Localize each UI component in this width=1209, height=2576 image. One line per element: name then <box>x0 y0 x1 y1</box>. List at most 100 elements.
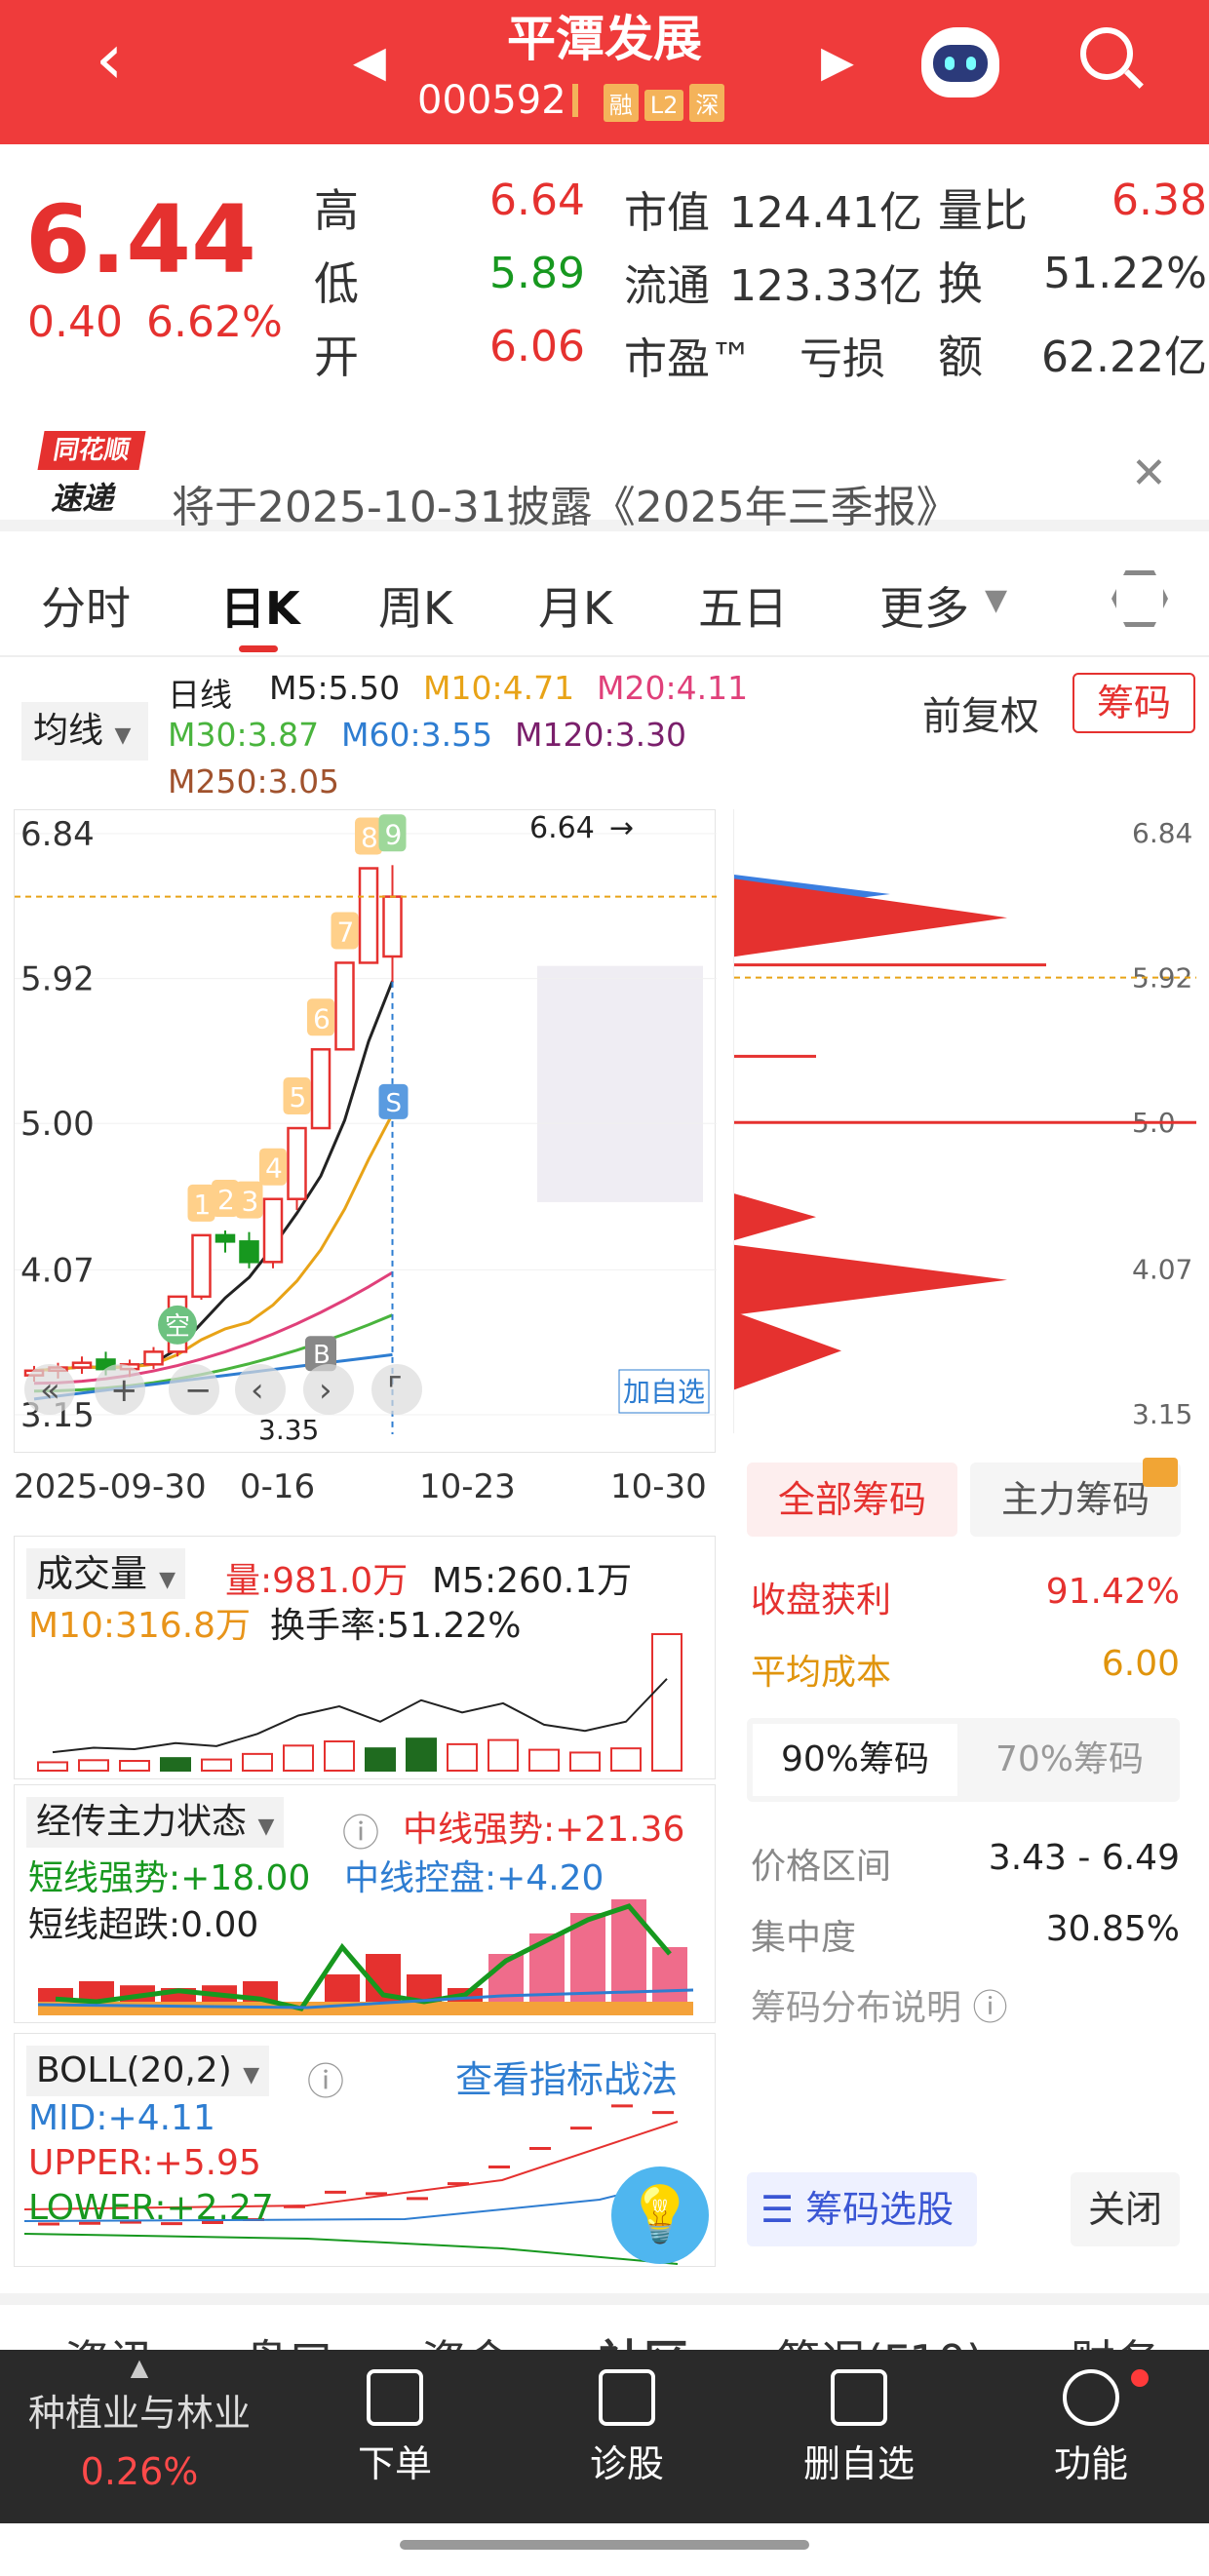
close-notice-icon[interactable]: ✕ <box>1131 449 1167 498</box>
boll-strategy-link[interactable]: 查看指标战法 <box>455 2058 679 2101</box>
stock-title: 平潭发展 <box>507 11 702 67</box>
y-label-3: 4.07 <box>20 1251 95 1290</box>
chips-y-label-1: 5.92 <box>1132 962 1192 995</box>
turnover-label: 换 <box>938 257 983 310</box>
remove-watchlist-button[interactable]: 删自选 <box>786 2369 932 2487</box>
adjust-mode[interactable]: 前复权 <box>922 694 1039 739</box>
concentration-value: 30.85% <box>1045 1909 1180 1949</box>
jc-select[interactable]: 经传主力状态 ▼ <box>26 1797 285 1848</box>
lightbulb-icon[interactable]: 💡 <box>611 2166 709 2264</box>
mcap-label: 市值 <box>624 188 710 238</box>
profit-row: 收盘获利 91.42% <box>751 1572 1180 1622</box>
volume-bar <box>78 1759 109 1772</box>
tab-monthly-k[interactable]: 月K <box>538 582 613 635</box>
chips-tab-main[interactable]: 主力筹码 <box>970 1463 1181 1537</box>
tab-daily-k[interactable]: 日K <box>220 582 300 635</box>
chart-control-bg <box>95 1364 145 1415</box>
diagnose-button[interactable]: 诊股 <box>554 2369 700 2487</box>
info-tab-f10[interactable]: 简况(F10) <box>776 2326 984 2352</box>
boll-svg <box>23 2104 679 2265</box>
open-value: 6.06 <box>489 322 585 371</box>
chips-70-tab[interactable]: 70%筹码 <box>994 1739 1145 1779</box>
home-indicator[interactable] <box>400 2540 809 2550</box>
jc-short-strong: 短线强势:+18.00 <box>28 1858 311 1898</box>
chips-pick-button[interactable]: ☰ 筹码选股 <box>747 2172 977 2246</box>
price-range-label: 价格区间 <box>751 1847 892 1887</box>
ma-select-label: 均线 <box>33 711 104 751</box>
info-tab-orderbook[interactable]: 盘口 <box>244 2326 333 2352</box>
candle-body <box>358 867 379 964</box>
chips-peak-red <box>734 1193 816 1241</box>
back-icon[interactable]: ‹ <box>95 18 124 99</box>
bottom-bar <box>0 2350 1209 2523</box>
volume-bar <box>651 1633 682 1772</box>
ma-m10: M10:4.71 <box>423 669 575 707</box>
search-icon[interactable] <box>1080 27 1145 92</box>
zoom-in-icon: + <box>110 1371 138 1410</box>
notice-bar[interactable]: 同花顺 速递 将于2025-10-31披露《2025年三季报》 ✕ <box>0 410 1209 532</box>
boll-help-icon[interactable]: ⓘ <box>307 2060 345 2103</box>
order-icon <box>367 2369 423 2426</box>
chips-toggle-button[interactable]: 筹码 <box>1072 673 1195 733</box>
ma-select[interactable]: 均线 ▼ <box>21 702 148 761</box>
chips-90-tab[interactable]: 90%筹码 <box>753 1724 957 1796</box>
low-label: 低 <box>314 257 359 310</box>
tab-intraday[interactable]: 分时 <box>41 582 131 635</box>
volume-bar <box>528 1748 560 1773</box>
next-stock-icon[interactable]: ▶ <box>821 37 854 87</box>
jc-help-icon[interactable]: ⓘ <box>342 1812 380 1854</box>
x-label-3: 10-30 <box>610 1467 707 1506</box>
info-tab-funds[interactable]: 资金 <box>421 2326 511 2352</box>
jc-select-arrow-icon: ▼ <box>257 1815 275 1839</box>
boll-mid: MID:+4.11 <box>28 2098 215 2138</box>
signal-short-label: 空 <box>165 1312 190 1342</box>
y-label-0: 6.84 <box>20 815 95 854</box>
order-button[interactable]: 下单 <box>322 2369 468 2487</box>
jc-mid-strong: 中线强势:+21.36 <box>403 1810 685 1850</box>
signal-buy-label: B <box>313 1341 331 1370</box>
prev-stock-icon[interactable]: ◀ <box>353 37 386 87</box>
sector-name: 种植业与林业 <box>27 2392 251 2435</box>
info-tab-community[interactable]: 社区 <box>599 2326 688 2352</box>
nine-count-label-3: 3 <box>242 1186 259 1218</box>
amount-label: 额 <box>938 331 983 383</box>
ths-logo: 同花顺 速递 <box>37 431 146 517</box>
add-watch-box <box>618 1369 710 1414</box>
volume-select-label: 成交量 <box>36 1552 148 1595</box>
tab-more[interactable]: 更多 <box>879 582 969 635</box>
functions-button[interactable]: 功能 <box>1018 2369 1164 2487</box>
nine-count-badge <box>212 1180 239 1218</box>
functions-badge-dot <box>1131 2369 1149 2387</box>
ma-line-label: 日线 <box>168 676 232 714</box>
jc-mid-control: 中线控盘:+4.20 <box>344 1858 604 1898</box>
info-tab-news[interactable]: 资讯 <box>64 2326 154 2352</box>
tag-market: 深 <box>689 84 725 122</box>
chips-tab-all[interactable]: 全部筹码 <box>747 1463 957 1537</box>
tab-weekly-k[interactable]: 周K <box>378 582 453 635</box>
low-value: 5.89 <box>489 249 585 298</box>
info-tab-finance[interactable]: 财务 <box>1071 2326 1160 2352</box>
kline-chart[interactable]: 6.84 5.92 5.00 4.07 3.15 1 2 3 4 5 6 7 8 9 6.64 → 3.35 S B… <box>14 809 717 1453</box>
ma-m120: M120:3.30 <box>515 716 687 754</box>
chart-settings-icon[interactable] <box>1112 570 1168 627</box>
nine-count-label-6: 6 <box>313 1002 331 1034</box>
tab-five-day[interactable]: 五日 <box>698 582 788 635</box>
boll-select[interactable]: BOLL(20,2) ▼ <box>26 2046 270 2096</box>
chips-desc-link[interactable]: 筹码分布说明 ⓘ <box>751 1979 1007 2030</box>
candle-body <box>287 1126 307 1200</box>
x-label-2: 10-23 <box>419 1467 516 1506</box>
volume-bar <box>406 1737 437 1772</box>
robot-assistant-icon[interactable] <box>921 27 999 98</box>
volume-select[interactable]: 成交量 ▼ <box>26 1548 186 1599</box>
high-value: 6.64 <box>489 176 585 225</box>
chips-close-button[interactable]: 关闭 <box>1071 2172 1180 2246</box>
kline-shade-area <box>537 965 703 1202</box>
nine-count-badge <box>283 1077 311 1115</box>
chart-control-bg <box>24 1364 75 1415</box>
sector-info[interactable]: ▲ 种植业与林业 0.26% <box>0 2350 279 2523</box>
nine-count-label-4: 4 <box>265 1152 283 1185</box>
jc-select-label: 经传主力状态 <box>36 1802 248 1842</box>
signal-sell-badge <box>378 1083 409 1119</box>
ma-m250: M250:3.05 <box>168 762 340 800</box>
diagnose-label: 诊股 <box>589 2442 664 2485</box>
